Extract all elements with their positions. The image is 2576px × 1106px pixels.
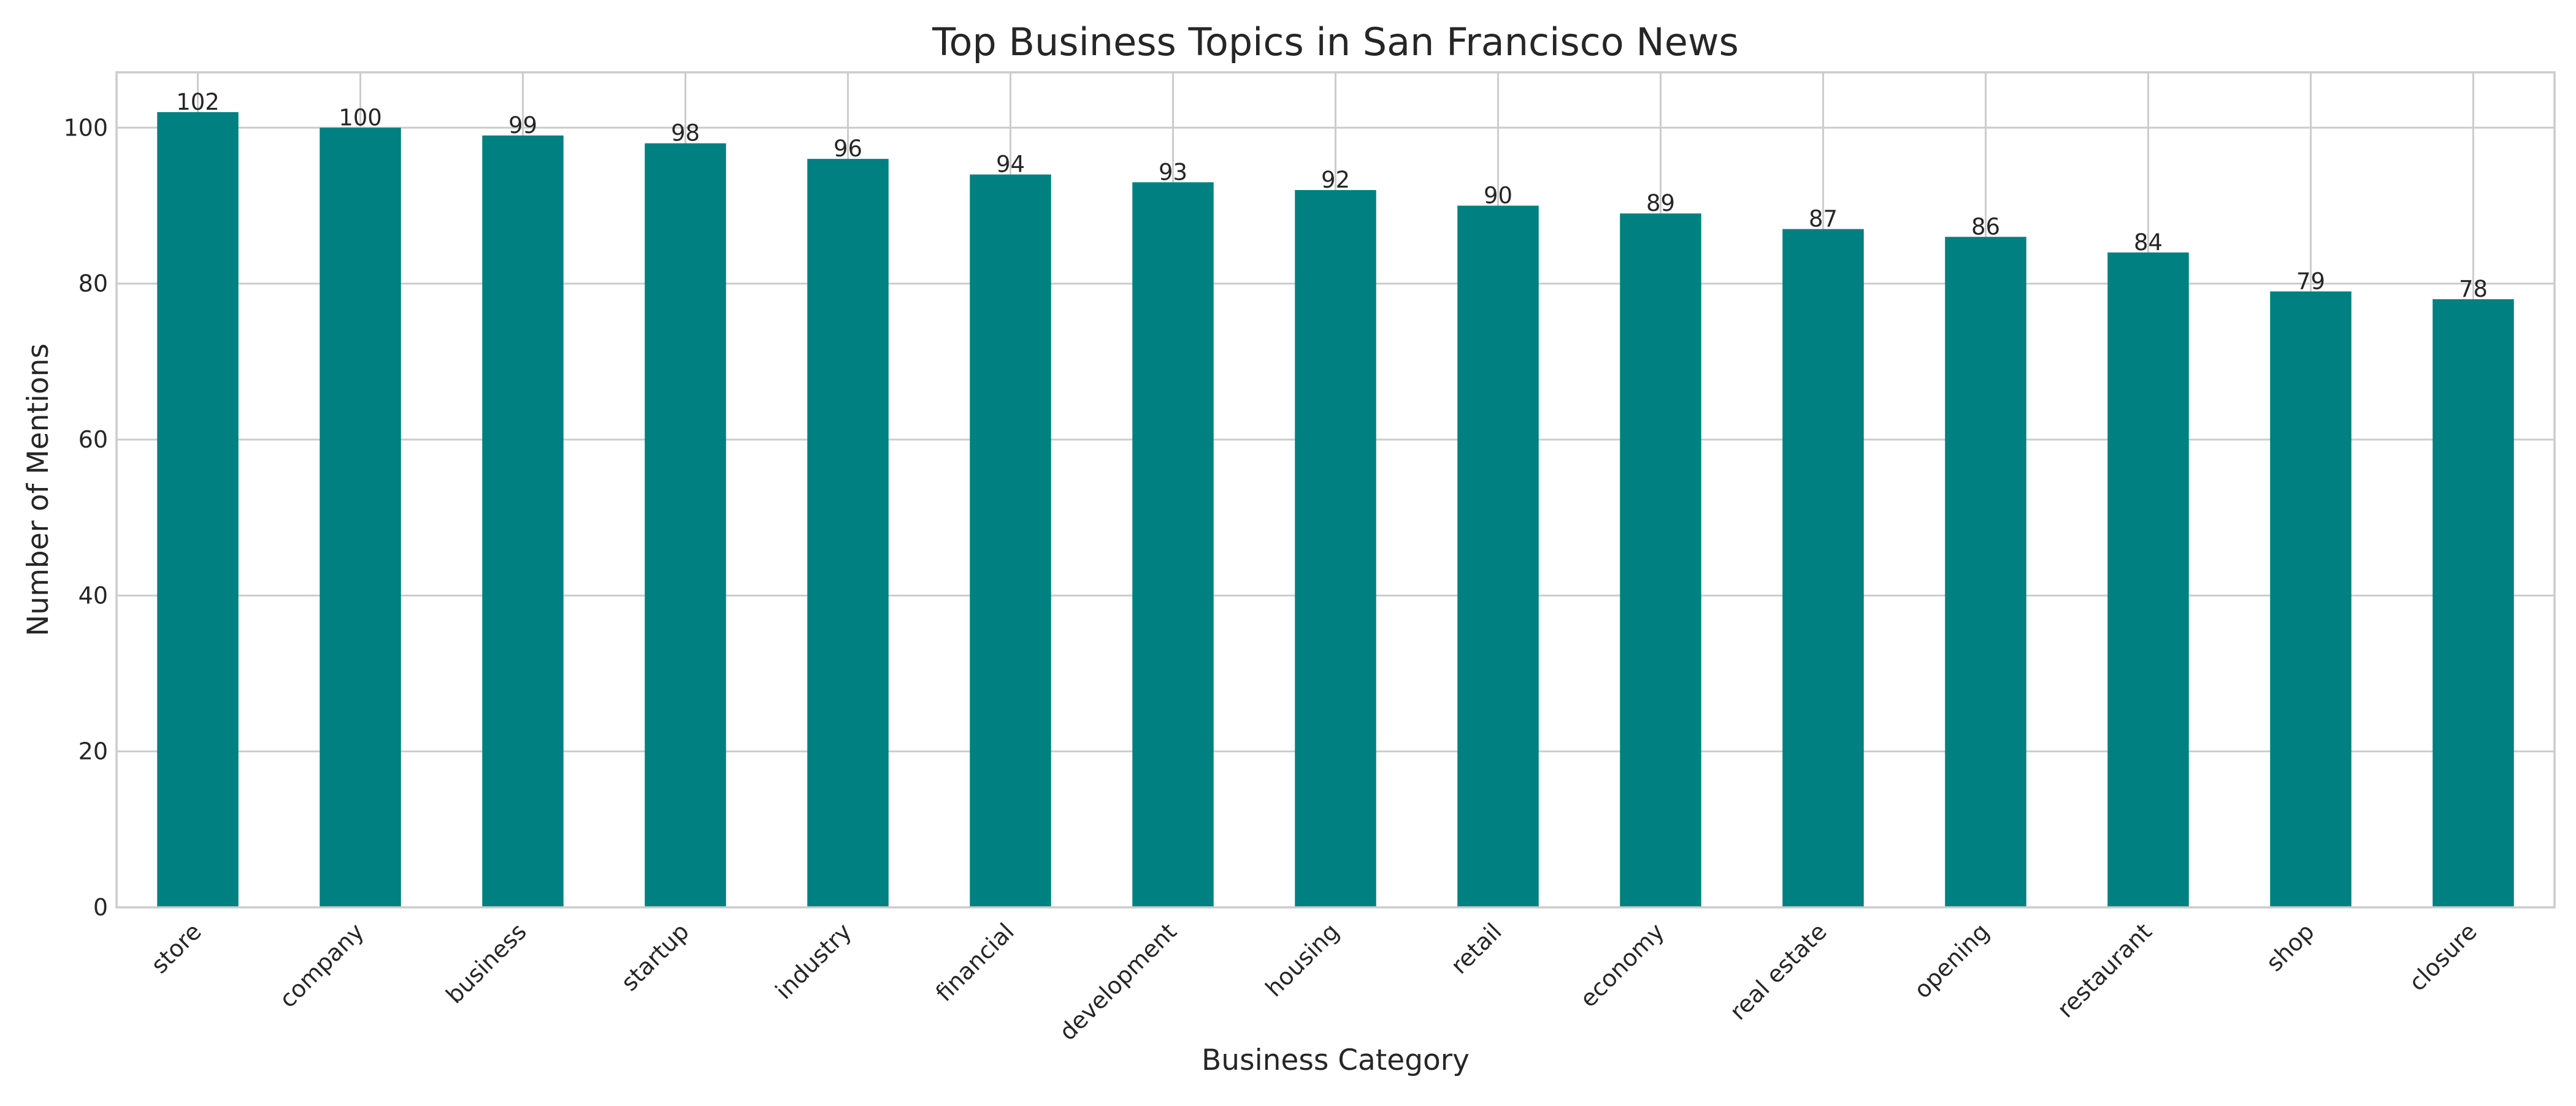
bar-value-label: 78	[2459, 276, 2488, 302]
bar-value-label: 93	[1159, 159, 1187, 185]
y-tick-label: 20	[79, 738, 108, 765]
x-tick-label: business	[441, 918, 532, 1009]
x-tick-label: financial	[930, 918, 1019, 1007]
bar-value-label: 84	[2134, 229, 2163, 256]
bar-value-label: 99	[508, 112, 537, 139]
bar	[1295, 190, 1376, 907]
bar	[2432, 299, 2514, 907]
bar	[807, 159, 889, 907]
chart-title: Top Business Topics in San Francisco New…	[932, 20, 1739, 64]
bar	[1132, 182, 1214, 907]
bar-value-label: 92	[1321, 167, 1350, 193]
bar	[1782, 229, 1864, 908]
bar	[1945, 237, 2026, 907]
x-tick-label: closure	[2404, 918, 2482, 996]
x-tick-label: startup	[616, 918, 694, 996]
bar	[645, 143, 726, 908]
y-axis-title: Number of Mentions	[21, 343, 55, 636]
bar-value-label: 100	[339, 104, 382, 131]
plot-frame	[115, 71, 2556, 909]
bar-value-label: 79	[2296, 268, 2325, 294]
x-tick-label: shop	[2261, 918, 2320, 977]
bar	[1457, 205, 1539, 908]
bar	[157, 112, 239, 907]
bar-value-label: 90	[1484, 182, 1512, 208]
x-tick-label: restaurant	[2052, 918, 2157, 1023]
x-tick-label: retail	[1446, 918, 1507, 979]
x-tick-label: development	[1054, 918, 1181, 1045]
x-tick-label: real estate	[1725, 918, 1832, 1025]
bar	[2107, 252, 2189, 908]
bar-value-label: 102	[176, 89, 220, 115]
x-axis-ticks: store company business startup industry finan…	[146, 918, 2482, 1045]
bar-value-label: 94	[996, 151, 1025, 178]
bar-value-label: 89	[1646, 190, 1675, 216]
bar	[320, 128, 401, 908]
bar	[1620, 213, 1701, 908]
bar-value-label: 87	[1809, 206, 1838, 232]
bar-value-label: 98	[671, 120, 700, 147]
y-tick-label: 40	[79, 582, 108, 609]
bar	[970, 174, 1051, 907]
bar	[2270, 291, 2352, 908]
y-tick-label: 0	[93, 894, 108, 921]
y-tick-label: 60	[79, 426, 108, 453]
bar	[482, 135, 564, 907]
x-tick-label: store	[146, 918, 207, 978]
y-axis-ticks: 0 20 40 60 80 100	[63, 114, 108, 921]
x-axis-title: Business Category	[1202, 1043, 1470, 1077]
x-tick-label: industry	[770, 918, 857, 1004]
bar-value-label: 86	[1971, 213, 2000, 240]
y-tick-label: 80	[79, 270, 108, 297]
x-tick-label: economy	[1574, 918, 1669, 1012]
y-tick-label: 100	[63, 114, 108, 141]
x-tick-label: housing	[1260, 918, 1344, 1002]
data-labels: 102 100 99 98 96 94 93 92 90 89 87 86 84 79 78	[176, 89, 2488, 302]
x-tick-label: company	[274, 918, 369, 1013]
x-tick-label: opening	[1909, 918, 1995, 1004]
bars	[157, 112, 2514, 908]
bar-value-label: 96	[834, 135, 862, 162]
